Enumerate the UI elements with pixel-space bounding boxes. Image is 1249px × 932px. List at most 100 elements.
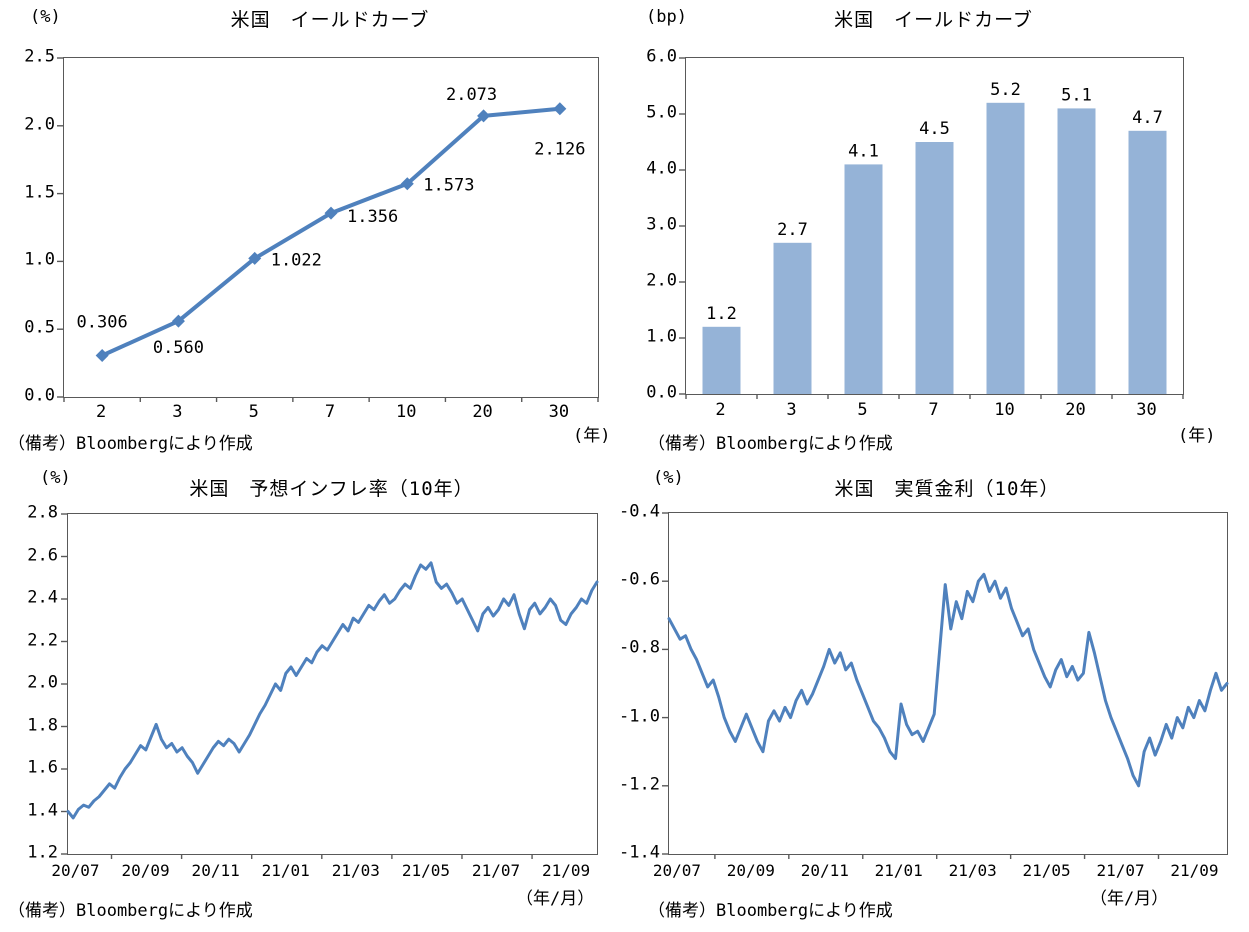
x-axis-unit-label: (年) [1178,426,1216,446]
svg-text:4.1: 4.1 [848,141,879,161]
bar-series: 1.2 2.7 4.1 4.5 5.2 5.1 4.7 [679,57,1184,399]
x-tick-label: 21/07 [471,861,521,880]
x-axis-tick-labels: 20/07 20/09 20/11 21/01 21/03 21/05 21/07 21/09 [51,861,596,881]
x-tick-label: 10 [994,400,1015,420]
y-tick-label: 1.2 [27,842,58,863]
x-tick-label: 20/07 [652,861,702,880]
svg-text:1.2: 1.2 [706,304,737,324]
y-tick-label: 2.2 [27,630,58,650]
x-tick-label: 2 [715,400,726,420]
x-tick-label: 21/01 [874,861,923,880]
y-tick-label: -0.8 [619,637,660,658]
y-tick-label: 0.0 [646,382,677,403]
chart-title: 米国 イールドカーブ [834,9,1033,31]
y-axis-unit-label: (%) [40,468,71,488]
x-tick-label: 10 [396,402,417,422]
svg-text:5.1: 5.1 [1061,85,1092,105]
x-tick-label: 21/09 [542,861,591,880]
y-tick-label: -0.4 [619,501,660,522]
x-tick-label: 21/03 [948,861,997,880]
y-axis-unit-label: (bp) [646,7,687,27]
x-tick-label: 21/01 [261,861,310,880]
y-axis-tick-labels: 2.8 2.6 2.4 2.2 2.0 1.8 1.6 1.4 1.2 [8,504,58,861]
x-tick-label: 20/07 [51,861,100,880]
y-tick-label: 2.0 [27,672,58,693]
svg-text:4.5: 4.5 [919,119,950,139]
y-axis-unit-label: (%) [653,468,684,488]
y-tick-label: -1.0 [619,706,660,727]
svg-text:2.126: 2.126 [534,140,585,160]
plot-area [662,512,1229,859]
y-tick-label: 3.0 [646,214,677,235]
y-tick-label: 1.4 [27,800,58,820]
y-tick-label: 1.8 [27,715,58,735]
x-axis-unit-label: （年/月） [1090,889,1169,909]
svg-text:4.7: 4.7 [1132,108,1163,128]
svg-text:0.306: 0.306 [77,313,128,333]
y-axis-tick-labels: -0.4 -0.6 -0.8 -1.0 -1.2 -1.4 [612,503,660,861]
svg-text:1.573: 1.573 [423,176,474,196]
y-tick-label: 0.5 [24,317,55,338]
y-tick-label: 2.5 [24,46,55,67]
x-tick-label: 3 [172,402,183,422]
svg-text:2.073: 2.073 [446,85,497,105]
x-tick-label: 5 [248,402,259,422]
svg-text:5.2: 5.2 [990,80,1021,100]
y-axis-tick-labels: 6.0 5.0 4.0 3.0 2.0 1.0 0.0 [622,48,677,401]
x-tick-label: 20/11 [191,861,240,880]
source-note: （備考）Bloombergにより作成 [8,434,253,454]
y-tick-label: 6.0 [646,46,677,67]
chart-title: 米国 実質金利（10年） [834,478,1060,500]
x-tick-label: 21/03 [331,861,380,880]
x-axis-tick-labels: 20/07 20/09 20/11 21/01 21/03 21/05 21/07 21/09 [653,861,1226,881]
chart-title: 米国 イールドカーブ [230,9,430,31]
x-tick-label: 20/09 [726,861,775,880]
y-tick-label: 2.8 [27,502,58,523]
line-series [662,512,1229,859]
x-tick-label: 20/09 [121,861,170,880]
source-note: （備考）Bloombergにより作成 [648,901,893,921]
x-tick-label: 30 [548,402,570,422]
x-tick-label: 21/09 [1170,861,1219,880]
x-tick-label: 7 [324,402,336,422]
svg-text:1.356: 1.356 [347,207,398,227]
source-note: （備考）Bloombergにより作成 [648,434,893,454]
y-tick-label: 2.0 [646,270,677,291]
y-tick-label: -1.2 [619,774,660,795]
y-tick-label: -1.4 [619,842,660,863]
x-tick-label: 21/07 [1096,861,1145,880]
x-tick-label: 30 [1136,400,1157,420]
x-tick-label: 21/05 [1022,861,1071,880]
y-tick-label: 1.0 [646,326,677,347]
y-tick-label: 1.6 [27,757,58,778]
x-axis-unit-label: (年) [573,426,611,446]
y-tick-label: 4.0 [646,158,677,179]
plot-area: 0.306 0.560 1.022 1.356 1.573 2.073 2.126 [57,57,599,402]
y-tick-label: 1.5 [24,182,55,203]
y-axis-tick-labels: 2.5 2.0 1.5 1.0 0.5 0.0 [4,48,55,404]
x-tick-label: 20 [472,402,493,422]
plot-area [61,513,599,859]
x-tick-label: 21/05 [401,861,451,880]
y-axis-unit-label: (%) [30,7,61,27]
x-axis-unit-label: （年/月） [516,889,595,909]
y-tick-label: 2.4 [27,587,58,608]
line-series: 0.306 0.560 1.022 1.356 1.573 2.073 2.126 [57,57,599,402]
y-tick-label: 1.0 [24,249,55,270]
line-series [61,513,599,859]
y-tick-label: 2.6 [27,545,58,565]
y-tick-label: 0.0 [24,385,55,406]
y-tick-label: 5.0 [646,102,677,123]
svg-text:2.7: 2.7 [777,220,808,240]
x-tick-label: 7 [928,400,939,420]
x-axis-tick-labels: 2 3 5 7 10 20 30 [63,402,597,422]
plot-area: 1.2 2.7 4.1 4.5 5.2 5.1 4.7 [679,57,1184,399]
x-tick-label: 5 [857,400,868,420]
x-tick-label: 20/11 [800,861,849,880]
x-tick-label: 2 [96,402,107,422]
svg-text:1.022: 1.022 [271,250,322,270]
svg-text:0.560: 0.560 [153,338,204,358]
x-tick-label: 20 [1065,400,1086,420]
source-note: （備考）Bloombergにより作成 [8,901,253,921]
y-tick-label: 2.0 [24,114,55,135]
